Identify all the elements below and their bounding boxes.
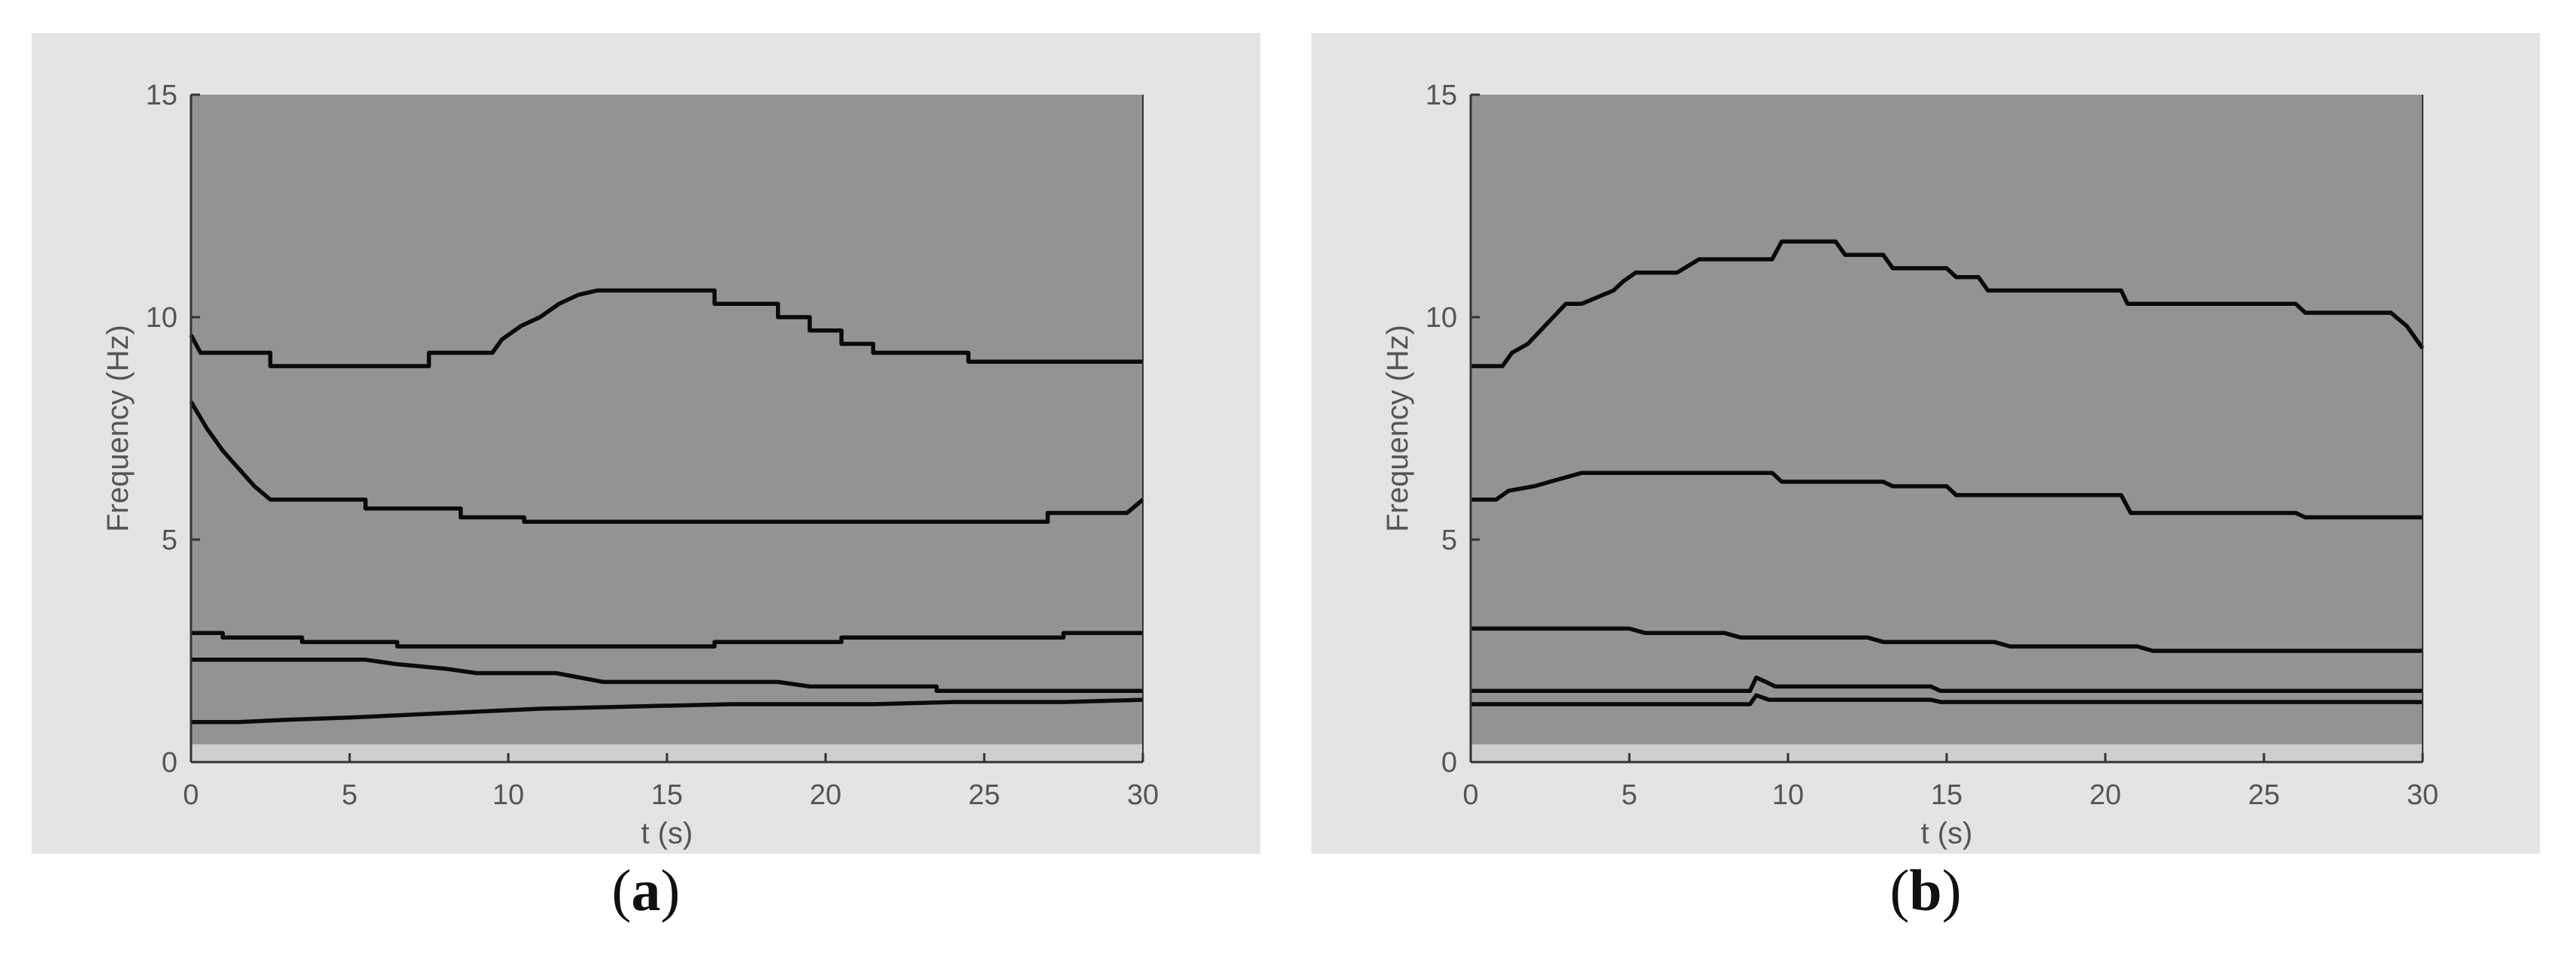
series-line-3-b xyxy=(1471,626,2423,653)
series-line-1-b xyxy=(1471,239,2425,368)
x-tick-label-b: 10 xyxy=(1772,779,1804,811)
y-axis-label-a: Frequency (Hz) xyxy=(102,325,135,532)
x-tick-label-b: 0 xyxy=(1462,779,1478,811)
x-tick-label-a: 5 xyxy=(341,779,357,811)
series-line-4-a xyxy=(191,658,1143,694)
series-line-4-b xyxy=(1471,675,2423,694)
chart-a: 0 5 10 15 20 25 30 0 5 10 15 t (s) Frequency (Hz) xyxy=(102,80,1159,850)
chart-b: 0 5 10 15 20 25 30 0 5 10 15 t (s) Frequency (Hz) xyxy=(1381,80,2438,850)
chart-panel-b: 0 5 10 15 20 25 30 0 5 10 15 t (s) Frequency (Hz) xyxy=(1311,33,2540,854)
x-tick-label-a: 20 xyxy=(810,779,841,811)
x-tick-label-b: 20 xyxy=(2090,779,2121,811)
y-tick-label-a: 10 xyxy=(146,302,177,334)
chart-panel-a: 0 5 10 15 20 25 30 0 5 10 15 t (s) Frequency (Hz) xyxy=(32,33,1260,854)
x-tick-label-a: 25 xyxy=(968,779,1000,811)
x-tick-label-a: 15 xyxy=(651,779,683,811)
series-line-5-a xyxy=(191,697,1144,724)
series-line-5-b xyxy=(1471,693,2423,706)
y-tick-label-b: 15 xyxy=(1426,80,1457,111)
plot-area-b xyxy=(1471,95,2423,762)
y-axis-label-b: Frequency (Hz) xyxy=(1381,325,1414,532)
series-line-3-a xyxy=(191,631,1143,649)
x-tick-label-b: 25 xyxy=(2248,779,2280,811)
y-tick-label-b: 10 xyxy=(1426,302,1457,334)
x-axis-label-b: t (s) xyxy=(1921,817,1973,850)
x-tick-label-b: 5 xyxy=(1621,779,1637,811)
y-tick-label-a: 5 xyxy=(162,525,177,556)
x-axis-label-a: t (s) xyxy=(641,817,693,850)
series-line-2-b xyxy=(1471,470,2423,520)
series-line-2-a xyxy=(189,401,1144,525)
plot-area-a xyxy=(191,95,1143,762)
caption-b: (b) xyxy=(1890,858,1962,923)
y-tick-label-a: 15 xyxy=(146,80,177,111)
caption-a: (a) xyxy=(611,858,680,923)
y-tick-label-a: 0 xyxy=(162,747,177,779)
x-tick-label-b: 30 xyxy=(2407,779,2438,811)
x-tick-label-a: 0 xyxy=(183,779,199,811)
series-line-1-a xyxy=(189,288,1143,368)
x-tick-label-a: 30 xyxy=(1127,779,1159,811)
x-tick-label-b: 15 xyxy=(1931,779,1962,811)
x-tick-label-a: 10 xyxy=(492,779,524,811)
y-tick-label-b: 5 xyxy=(1441,525,1457,556)
y-tick-label-b: 0 xyxy=(1441,747,1457,779)
